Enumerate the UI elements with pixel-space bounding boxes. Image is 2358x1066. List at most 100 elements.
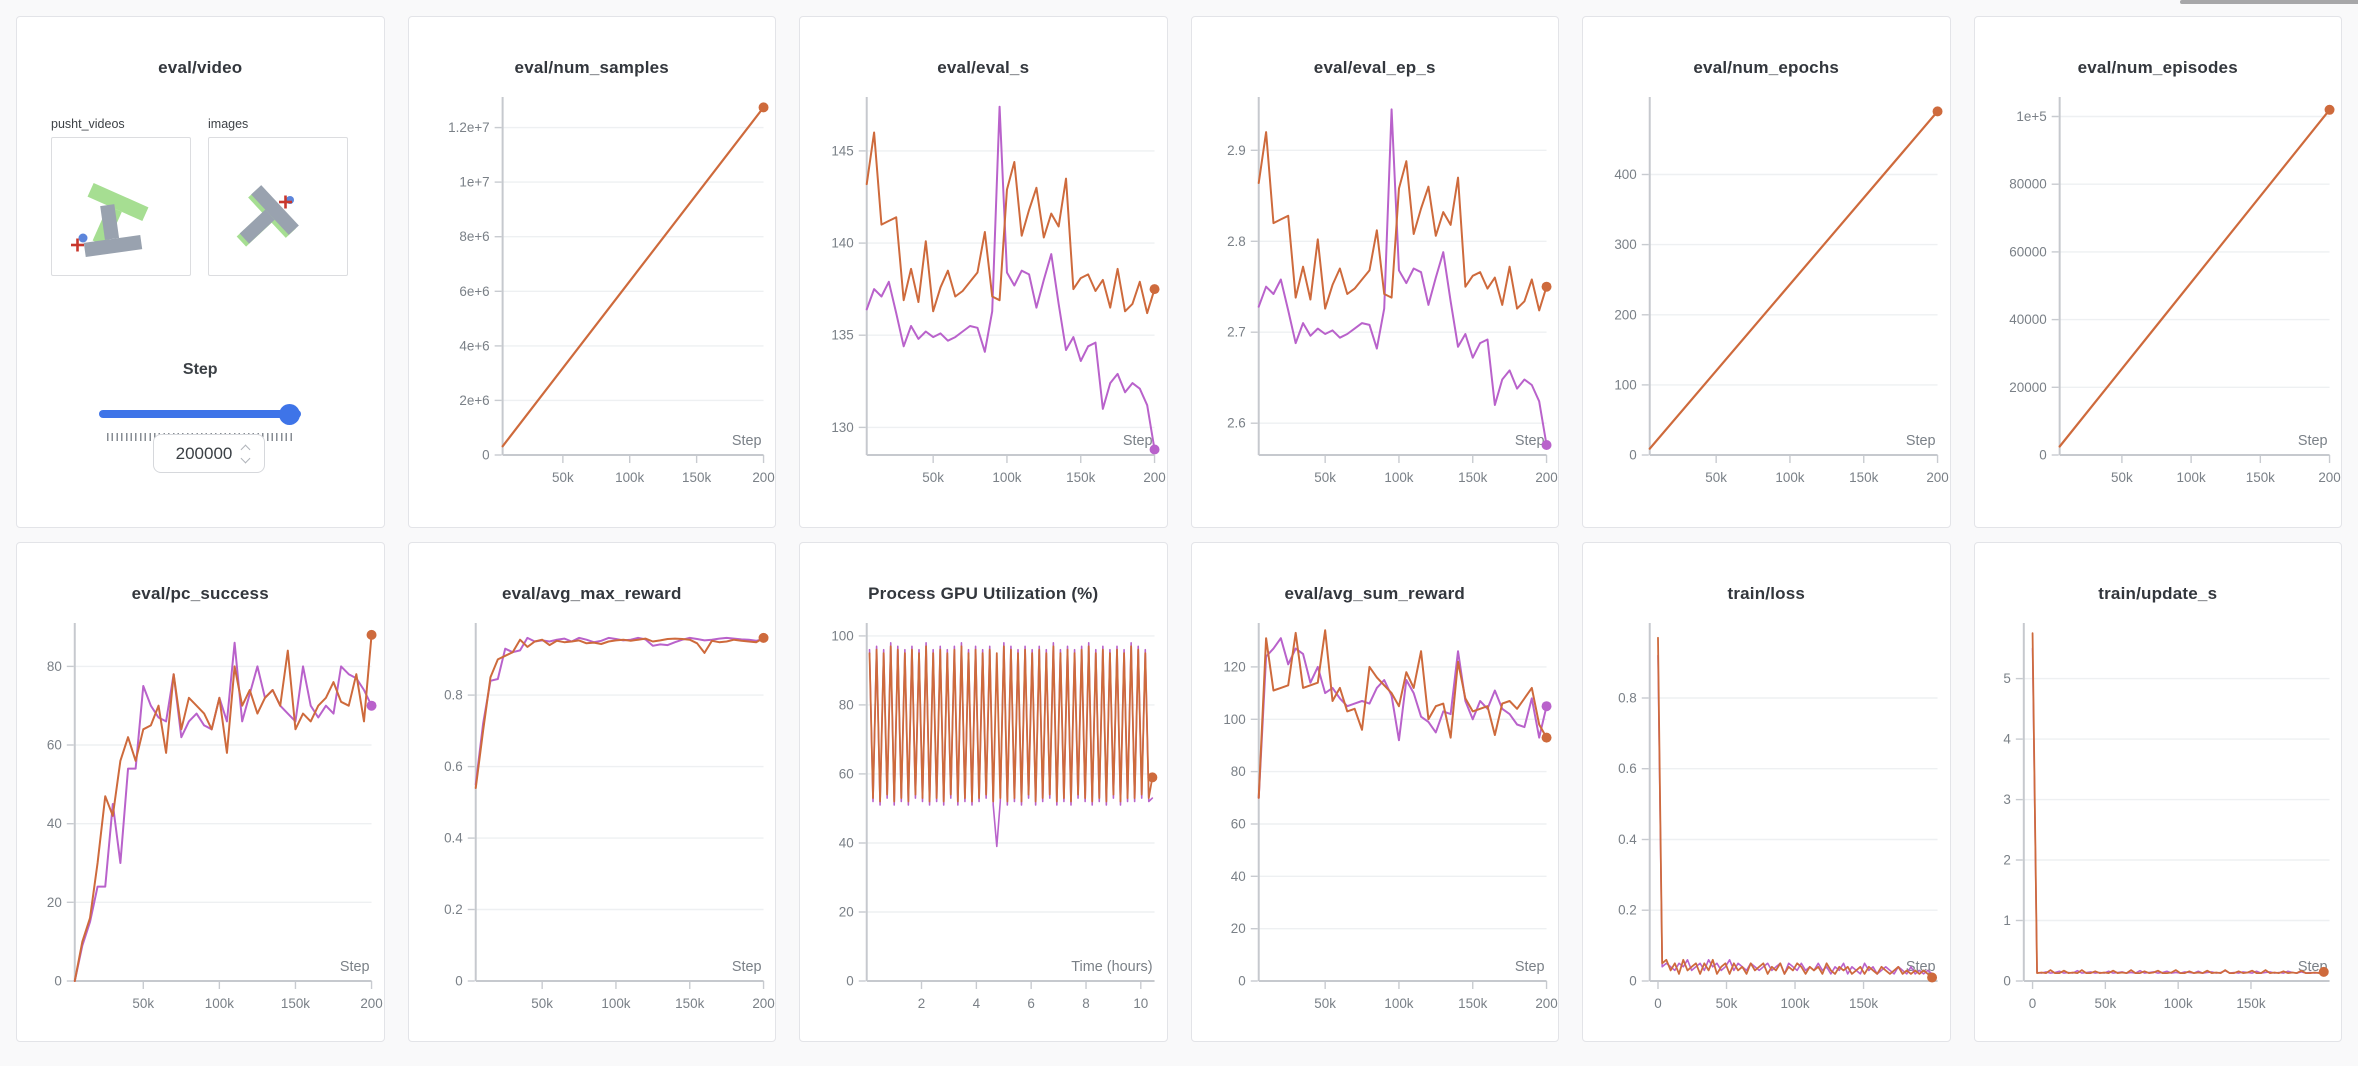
chart-svg: 2.6 2.7 2.8 2.9 50k 100k 150k 200 Step <box>1227 97 1557 485</box>
y-tick-label: 0.2 <box>1618 903 1637 918</box>
y-tick-label: 0 <box>54 973 61 988</box>
chart-title: train/loss <box>1727 584 1806 603</box>
series-end-dot <box>1932 106 1943 117</box>
y-tick-label: 40 <box>839 835 854 850</box>
y-tick-label: 120 <box>1223 659 1245 674</box>
panel-title: eval/video <box>158 58 243 77</box>
block-t-shape <box>83 204 143 258</box>
x-tick-label: 100k <box>2163 996 2192 1011</box>
chart-plot[interactable]: 0 0.2 0.4 0.6 0.8 0 50k 100k 150k Step <box>1583 615 1950 1041</box>
series-end-dot <box>1541 440 1552 450</box>
agent-dot <box>78 233 88 243</box>
y-tick-label: 2.7 <box>1227 325 1246 340</box>
series-line-orange-run <box>865 131 1156 315</box>
series-line-orange-run <box>1257 629 1548 799</box>
chart-plot[interactable]: 0 0.2 0.4 0.6 0.8 50k 100k 150k 200 Step <box>409 615 776 1041</box>
x-tick-label: 2 <box>918 996 925 1011</box>
x-axis-label: Time (hours) <box>1071 959 1152 975</box>
y-tick-label: 80 <box>47 659 62 674</box>
chart-plot[interactable]: 0 1 2 3 4 5 0 50k 100k 150k Step <box>1975 615 2342 1041</box>
x-tick-label: 50k <box>922 470 944 485</box>
step-slider[interactable] <box>99 402 301 426</box>
x-axis-label: Step <box>731 959 761 975</box>
x-tick-label: 100k <box>601 996 630 1011</box>
y-tick-label: 2e+6 <box>459 393 489 408</box>
chart-plot[interactable]: 0 100 200 300 400 50k 100k 150k 200 Step <box>1583 89 1950 524</box>
y-tick-label: 100 <box>831 628 853 643</box>
x-axis-label: Step <box>1123 433 1153 449</box>
decrement-icon[interactable] <box>240 453 251 463</box>
series-line-purple-run <box>1657 654 1933 975</box>
step-slider-label: Step <box>182 361 218 378</box>
chart-plot[interactable]: 0 2e+6 4e+6 6e+6 8e+6 1e+7 1.2e+7 50k 100k 150k 20… <box>409 89 776 524</box>
chart-title: train/update_s <box>2098 584 2218 603</box>
x-tick-label: 100k <box>992 470 1021 485</box>
series-line-purple-run <box>2031 647 2325 974</box>
y-tick-label: 40 <box>47 816 62 831</box>
x-tick-label: 10 <box>1133 996 1148 1011</box>
x-tick-label: 50k <box>1314 996 1336 1011</box>
chart-plot[interactable]: 0 20 40 60 80 100 2 4 6 8 10 Time (hours) <box>800 615 1167 1041</box>
x-axis-label: Step <box>1906 433 1936 449</box>
pusht-video-thumbnail[interactable] <box>51 137 191 276</box>
x-tick-label: 100k <box>615 470 644 485</box>
y-tick-label: 80000 <box>2009 177 2046 192</box>
x-tick-label: 50k <box>1314 470 1336 485</box>
chart-title: eval/eval_s <box>937 58 1030 77</box>
step-value[interactable]: 200000 <box>175 443 233 463</box>
step-number-input[interactable]: 200000 <box>153 434 265 473</box>
series-end-dot <box>1927 972 1938 983</box>
series-line-orange-run <box>1257 131 1548 312</box>
chart-panel-eval-avg-sum-reward: eval/avg_sum_reward 0 20 40 60 80 100 120 50k 10… <box>1190 542 1559 1042</box>
media-item-images: images <box>208 117 348 276</box>
chart-plot[interactable]: 0 20 40 60 80 100 120 50k 100k 150k 200 Step <box>1192 615 1559 1041</box>
series-end-dot <box>366 629 377 640</box>
x-tick-label: 50k <box>1705 470 1727 485</box>
y-tick-label: 8e+6 <box>459 229 489 244</box>
y-tick-label: 60 <box>47 737 62 752</box>
chart-svg: 0 100 200 300 400 50k 100k 150k 200 Step <box>1614 97 1949 485</box>
chart-title: eval/avg_sum_reward <box>1284 584 1465 603</box>
chart-svg: 0 2e+6 4e+6 6e+6 8e+6 1e+7 1.2e+7 50k 100k 150k 20… <box>448 97 774 485</box>
series-end-dot <box>1149 284 1160 295</box>
series-end-dot <box>1541 701 1552 712</box>
series-line-purple-run <box>1257 108 1548 446</box>
step-slider-track[interactable] <box>99 410 301 418</box>
series-end-dot <box>2324 104 2335 115</box>
y-tick-label: 0 <box>2039 447 2046 462</box>
chart-title: eval/avg_max_reward <box>501 584 682 603</box>
y-tick-label: 0.6 <box>1618 761 1637 776</box>
stepper-arrows[interactable] <box>238 444 252 463</box>
chart-plot[interactable]: 2.6 2.7 2.8 2.9 50k 100k 150k 200 Step <box>1192 89 1559 524</box>
series-end-dot <box>2318 966 2329 977</box>
x-axis-label: Step <box>1514 433 1544 449</box>
x-tick-label: 150k <box>1849 470 1878 485</box>
series-end-dot <box>366 700 377 711</box>
x-axis-label: Step <box>340 959 370 975</box>
series-line-orange-run <box>1648 110 1939 450</box>
series-line-orange-run <box>2031 632 2325 975</box>
step-slider-thumb[interactable] <box>279 404 300 425</box>
y-tick-label: 0 <box>482 447 489 462</box>
x-tick-label: 100k <box>1780 996 1809 1011</box>
chart-panel-eval-pc-success: eval/pc_success 0 20 40 60 80 50k 100k 150k 200 S… <box>16 542 385 1042</box>
y-tick-label: 4 <box>2003 732 2011 747</box>
chart-panel-eval-eval-ep-s: eval/eval_ep_s 2.6 2.7 2.8 2.9 50k 100k 150k 20… <box>1190 16 1559 528</box>
y-tick-label: 0 <box>846 973 853 988</box>
images-thumbnail[interactable] <box>208 137 348 276</box>
chart-title: eval/eval_ep_s <box>1313 58 1436 77</box>
y-tick-label: 20 <box>47 895 62 910</box>
y-tick-label: 2 <box>2003 852 2010 867</box>
chart-plot[interactable]: 0 20000 40000 60000 80000 1e+5 50k 100k 150k 200 S… <box>1975 89 2342 524</box>
x-tick-label: 150k <box>1458 996 1487 1011</box>
chart-panel-eval-avg-max-reward: eval/avg_max_reward 0 0.2 0.4 0.6 0.8 50k 100k… <box>407 542 776 1042</box>
x-tick-label: 150k <box>1066 470 1095 485</box>
media-label: pusht_videos <box>51 117 125 131</box>
x-tick-label: 8 <box>1082 996 1089 1011</box>
horizontal-scrollbar[interactable] <box>2180 0 2358 4</box>
chart-plot[interactable]: 0 20 40 60 80 50k 100k 150k 200 Step <box>17 615 384 1041</box>
chart-plot[interactable]: 130 135 140 145 50k 100k 150k 200 Step <box>800 89 1167 524</box>
y-tick-label: 0.2 <box>444 902 463 917</box>
